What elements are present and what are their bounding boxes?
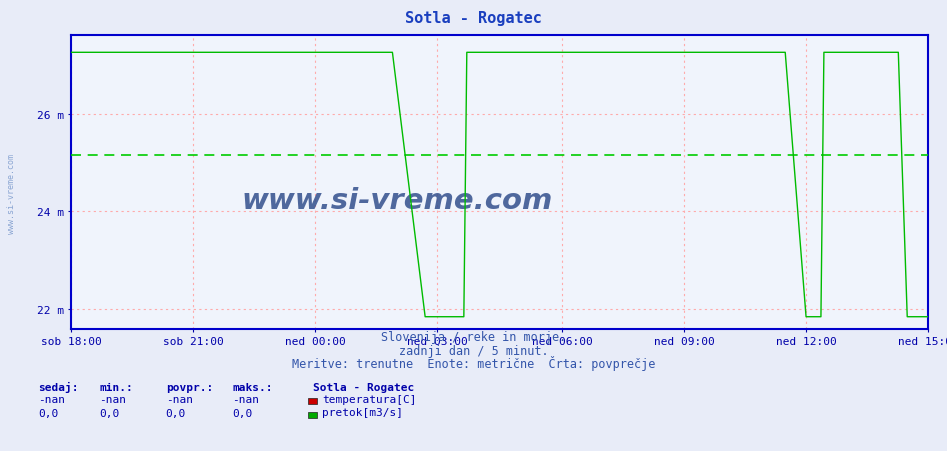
Text: Slovenija / reke in morje.: Slovenija / reke in morje. <box>381 331 566 344</box>
Text: Sotla - Rogatec: Sotla - Rogatec <box>313 382 414 392</box>
Text: www.si-vreme.com: www.si-vreme.com <box>241 186 552 214</box>
Text: temperatura[C]: temperatura[C] <box>322 394 417 404</box>
Text: Meritve: trenutne  Enote: metrične  Črta: povprečje: Meritve: trenutne Enote: metrične Črta: … <box>292 355 655 371</box>
Text: maks.:: maks.: <box>232 382 273 392</box>
Text: -nan: -nan <box>38 394 65 404</box>
Text: 0,0: 0,0 <box>166 408 186 418</box>
Text: 0,0: 0,0 <box>99 408 119 418</box>
Text: sedaj:: sedaj: <box>38 381 79 392</box>
Text: -nan: -nan <box>166 394 193 404</box>
Text: povpr.:: povpr.: <box>166 382 213 392</box>
Text: Sotla - Rogatec: Sotla - Rogatec <box>405 11 542 26</box>
Text: zadnji dan / 5 minut.: zadnji dan / 5 minut. <box>399 344 548 357</box>
Text: -nan: -nan <box>99 394 127 404</box>
Text: 0,0: 0,0 <box>38 408 58 418</box>
Text: www.si-vreme.com: www.si-vreme.com <box>7 154 16 234</box>
Text: 0,0: 0,0 <box>232 408 252 418</box>
Text: -nan: -nan <box>232 394 259 404</box>
Text: pretok[m3/s]: pretok[m3/s] <box>322 407 403 417</box>
Text: min.:: min.: <box>99 382 134 392</box>
